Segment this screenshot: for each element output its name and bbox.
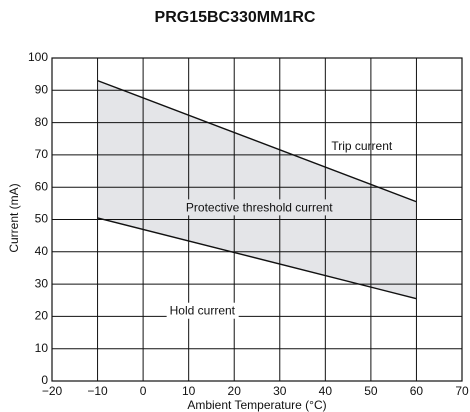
y-tick-label: 60: [35, 179, 49, 193]
x-tick-label: 0: [140, 384, 147, 398]
band-layer: [97, 80, 417, 299]
hold-annotation-bg: [166, 302, 239, 319]
x-tick-label: −20: [42, 384, 63, 398]
y-tick-label: 40: [35, 244, 49, 258]
y-tick-labels: 0 10 20 30 40 50 60 70 80 90 100: [28, 50, 48, 387]
y-tick-label: 30: [35, 276, 49, 290]
y-tick-label: 70: [35, 147, 49, 161]
plot-frame: [51, 57, 463, 382]
trip-annotation: Trip current: [331, 139, 393, 153]
y-tick-label: 100: [28, 50, 48, 64]
x-tick-label: 20: [228, 384, 242, 398]
x-tick-label: 40: [319, 384, 333, 398]
band-annotation: Protective threshold current: [186, 200, 333, 214]
x-tick-label: 50: [364, 384, 378, 398]
chart-title: PRG15BC330MM1RC: [155, 9, 316, 26]
y-tick-label: 80: [35, 115, 49, 129]
annotation-layer: Trip current Protective threshold current…: [166, 139, 393, 319]
x-tick-label: −10: [87, 384, 108, 398]
x-tick-label: 70: [455, 384, 469, 398]
y-tick-label: 0: [41, 373, 48, 387]
series-layer: [97, 79, 417, 300]
y-tick-label: 10: [35, 341, 49, 355]
y-tick-label: 20: [35, 309, 49, 323]
x-tick-label: 60: [410, 384, 424, 398]
x-tick-label: 10: [182, 384, 196, 398]
hold-current-line: [97, 217, 417, 300]
protective-threshold-band: [97, 80, 417, 299]
y-tick-label: 50: [35, 212, 49, 226]
x-tick-label: 30: [273, 384, 287, 398]
x-axis-label: Ambient Temperature (°C): [187, 398, 326, 412]
y-axis-label: Current (mA): [7, 183, 21, 252]
grid-layer: [51, 57, 463, 382]
band-annotation-bg: [182, 199, 337, 216]
x-tick-labels: −20 −10 0 10 20 30 40 50 60 70: [42, 384, 469, 398]
trip-current-line: [97, 79, 417, 203]
hold-annotation: Hold current: [170, 304, 236, 318]
y-tick-label: 90: [35, 82, 49, 96]
